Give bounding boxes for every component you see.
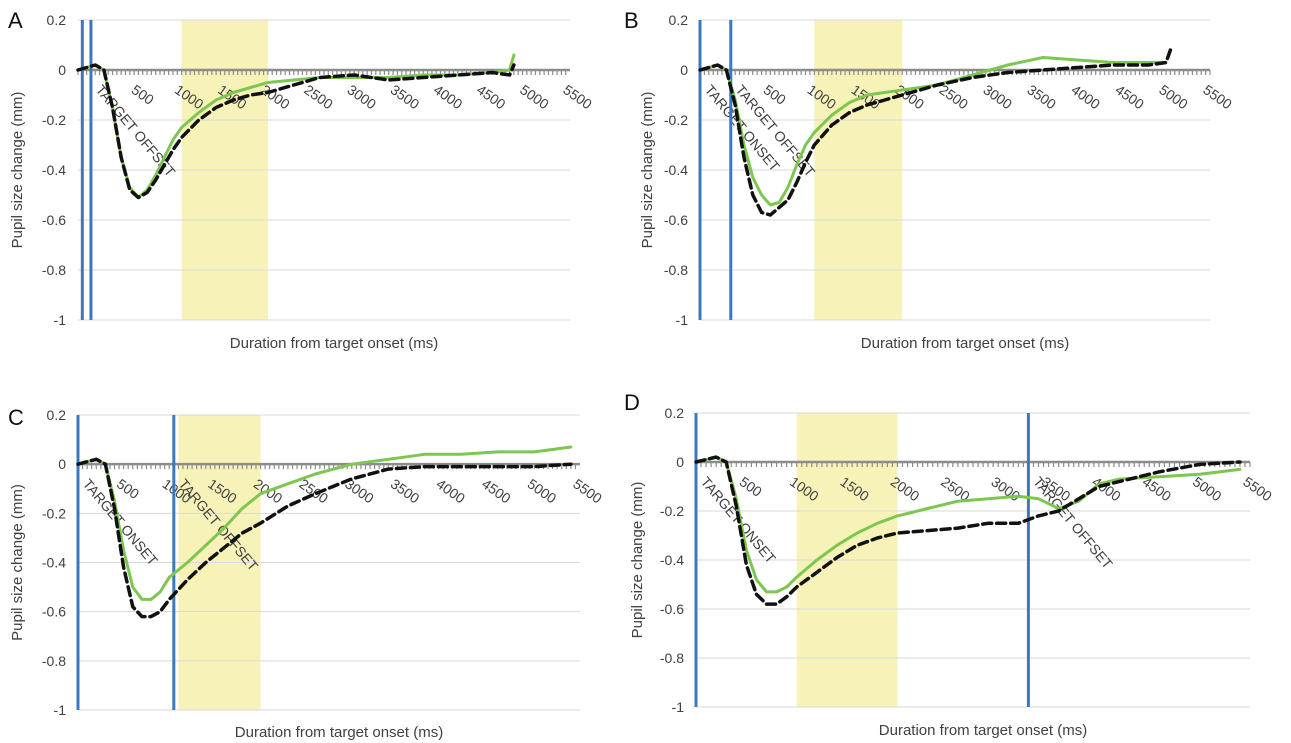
chart-panel-d: 0.20-0.2-0.4-0.6-0.8-1500 1000 1500 2000 250…: [624, 390, 1275, 739]
y-tick-label: -0.6: [42, 212, 66, 228]
x-tick-label: 5500: [570, 476, 605, 507]
y-tick-label: -0.2: [664, 112, 688, 128]
x-axis-title: Duration from target onset (ms): [230, 335, 438, 352]
chart-panel-b: 0.20-0.2-0.4-0.6-0.8-1500 1000 1500 2000 250…: [624, 8, 1235, 352]
y-tick-label: -0.4: [660, 552, 684, 568]
y-tick-label: -0.2: [42, 112, 66, 128]
y-tick-label: -0.2: [42, 505, 66, 521]
y-tick-label: -0.8: [42, 262, 66, 278]
y-axis-title: Pupil size change (mm): [629, 482, 646, 639]
x-tick-label: 3500: [388, 476, 423, 507]
x-tick-label: 3500: [1024, 81, 1059, 112]
x-tick-label: 5000: [1156, 81, 1191, 112]
y-tick-label: -0.6: [42, 604, 66, 620]
x-tick-label: 500: [114, 476, 142, 503]
series-line-solid: [78, 447, 571, 599]
y-tick-label: 0: [680, 62, 688, 78]
y-tick-label: -0.8: [660, 650, 684, 666]
x-tick-label: 500: [761, 81, 789, 108]
y-axis-title: Pupil size change (mm): [639, 92, 656, 249]
y-axis-title: Pupil size change (mm): [9, 484, 26, 641]
y-tick-label: -0.8: [42, 653, 66, 669]
y-tick-label: 0.2: [669, 12, 689, 28]
x-tick-label: 5500: [1240, 473, 1275, 504]
y-tick-label: -1: [672, 699, 685, 715]
x-tick-label: 3000: [344, 81, 379, 112]
x-tick-label: 4000: [1068, 81, 1103, 112]
panel-letter: A: [8, 8, 23, 33]
x-tick-label: 4500: [1112, 81, 1147, 112]
panel-letter: D: [624, 390, 640, 415]
y-tick-label: 0: [58, 62, 66, 78]
x-tick-label: 2500: [936, 81, 971, 112]
x-tick-label: 500: [737, 473, 765, 500]
x-axis-title: Duration from target onset (ms): [235, 724, 443, 741]
x-tick-label: 5500: [1200, 81, 1235, 112]
panel-letter: C: [8, 405, 24, 430]
y-axis-title: Pupil size change (mm): [9, 92, 26, 249]
y-tick-label: 0.2: [665, 405, 685, 421]
y-tick-label: -0.4: [42, 555, 66, 571]
chart-panel-a: 0.20-0.2-0.4-0.6-0.8-1500 1000 1500 2000 250…: [8, 8, 595, 352]
series-line-solid: [696, 457, 1240, 592]
y-tick-label: -0.4: [42, 162, 66, 178]
y-tick-label: 0: [58, 456, 66, 472]
x-axis-title: Duration from target onset (ms): [861, 335, 1069, 352]
x-axis-title: Duration from target onset (ms): [879, 722, 1087, 739]
y-tick-label: 0.2: [47, 12, 67, 28]
x-tick-label: 5500: [560, 81, 595, 112]
x-tick-label: 5000: [517, 81, 552, 112]
x-tick-label: 3500: [388, 81, 423, 112]
y-tick-label: -1: [54, 702, 67, 718]
y-tick-label: -0.2: [660, 503, 684, 519]
x-tick-label: 2500: [301, 81, 336, 112]
x-tick-label: 4000: [433, 476, 468, 507]
y-tick-label: 0: [676, 454, 684, 470]
x-tick-label: 500: [129, 81, 157, 108]
y-tick-label: -0.6: [660, 601, 684, 617]
x-tick-label: 3000: [980, 81, 1015, 112]
x-tick-label: 4500: [479, 476, 514, 507]
x-tick-label: 5000: [1190, 473, 1225, 504]
panel-letter: B: [624, 8, 639, 33]
y-tick-label: -1: [676, 312, 689, 328]
x-tick-label: 4000: [431, 81, 466, 112]
y-tick-label: 0.2: [47, 407, 67, 423]
y-tick-label: -0.4: [664, 162, 688, 178]
y-tick-label: -0.6: [664, 212, 688, 228]
y-tick-label: -1: [54, 312, 67, 328]
x-tick-label: 5000: [525, 476, 560, 507]
chart-panel-c: 0.20-0.2-0.4-0.6-0.8-1500 1000 1500 2000 250…: [8, 405, 605, 741]
x-tick-label: 4500: [474, 81, 509, 112]
y-tick-label: -0.8: [664, 262, 688, 278]
